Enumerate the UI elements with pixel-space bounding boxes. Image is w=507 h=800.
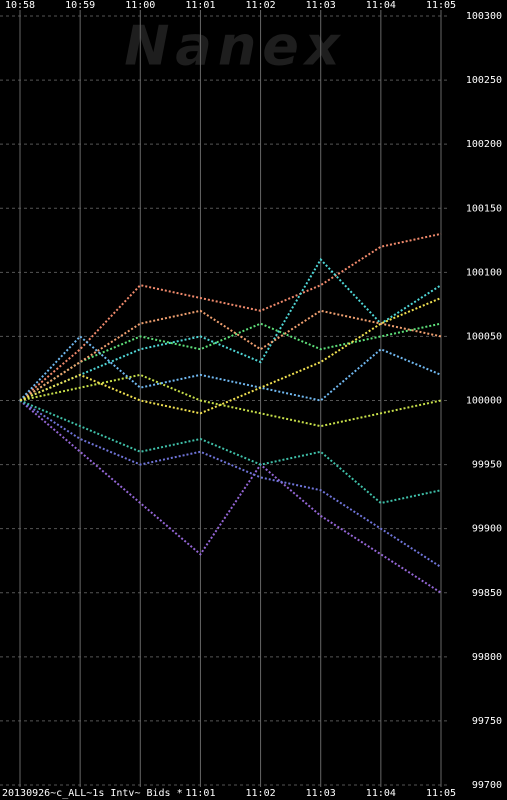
y-tick-label: 99950: [472, 460, 502, 471]
x-tick-label: 11:00: [125, 0, 155, 11]
y-tick-label: 100250: [466, 75, 502, 86]
y-tick-label: 99750: [472, 716, 502, 727]
y-tick-label: 100200: [466, 139, 502, 150]
y-tick-label: 99900: [472, 524, 502, 535]
x-tick-label: 10:59: [65, 0, 95, 11]
x-tick-label: 11:01: [185, 0, 215, 11]
series-line: [19, 399, 442, 568]
series-line: [19, 335, 442, 402]
x-tick-label: 11:04: [366, 788, 396, 799]
y-tick-label: 100300: [466, 11, 502, 22]
y-tick-label: 99700: [472, 780, 502, 791]
x-tick-label: 11:03: [306, 0, 336, 11]
x-tick-label: 11:01: [185, 788, 215, 799]
x-tick-label: 11:02: [246, 788, 276, 799]
series-line: [19, 399, 442, 594]
series-line: [19, 232, 442, 402]
series-line: [19, 322, 442, 402]
x-tick-label: 11:05: [426, 0, 456, 11]
footer: 20130926~c_ALL~1s Intv~ Bids *: [2, 788, 183, 799]
y-tick-label: 100000: [466, 396, 502, 407]
y-tick-label: 99800: [472, 652, 502, 663]
x-tick-label: 11:04: [366, 0, 396, 11]
x-tick-label: 11:02: [246, 0, 276, 11]
watermark: Nanex: [124, 15, 346, 78]
series-line: [19, 257, 442, 402]
series-line: [19, 297, 442, 415]
x-tick-label: 11:03: [306, 788, 336, 799]
y-tick-label: 100050: [466, 331, 502, 342]
y-tick-label: 100150: [466, 203, 502, 214]
y-tick-label: 100100: [466, 267, 502, 278]
y-tick-label: 99850: [472, 588, 502, 599]
x-tick-label: 11:05: [426, 788, 456, 799]
series-line: [19, 399, 442, 505]
x-tick-label: 10:58: [5, 0, 35, 11]
